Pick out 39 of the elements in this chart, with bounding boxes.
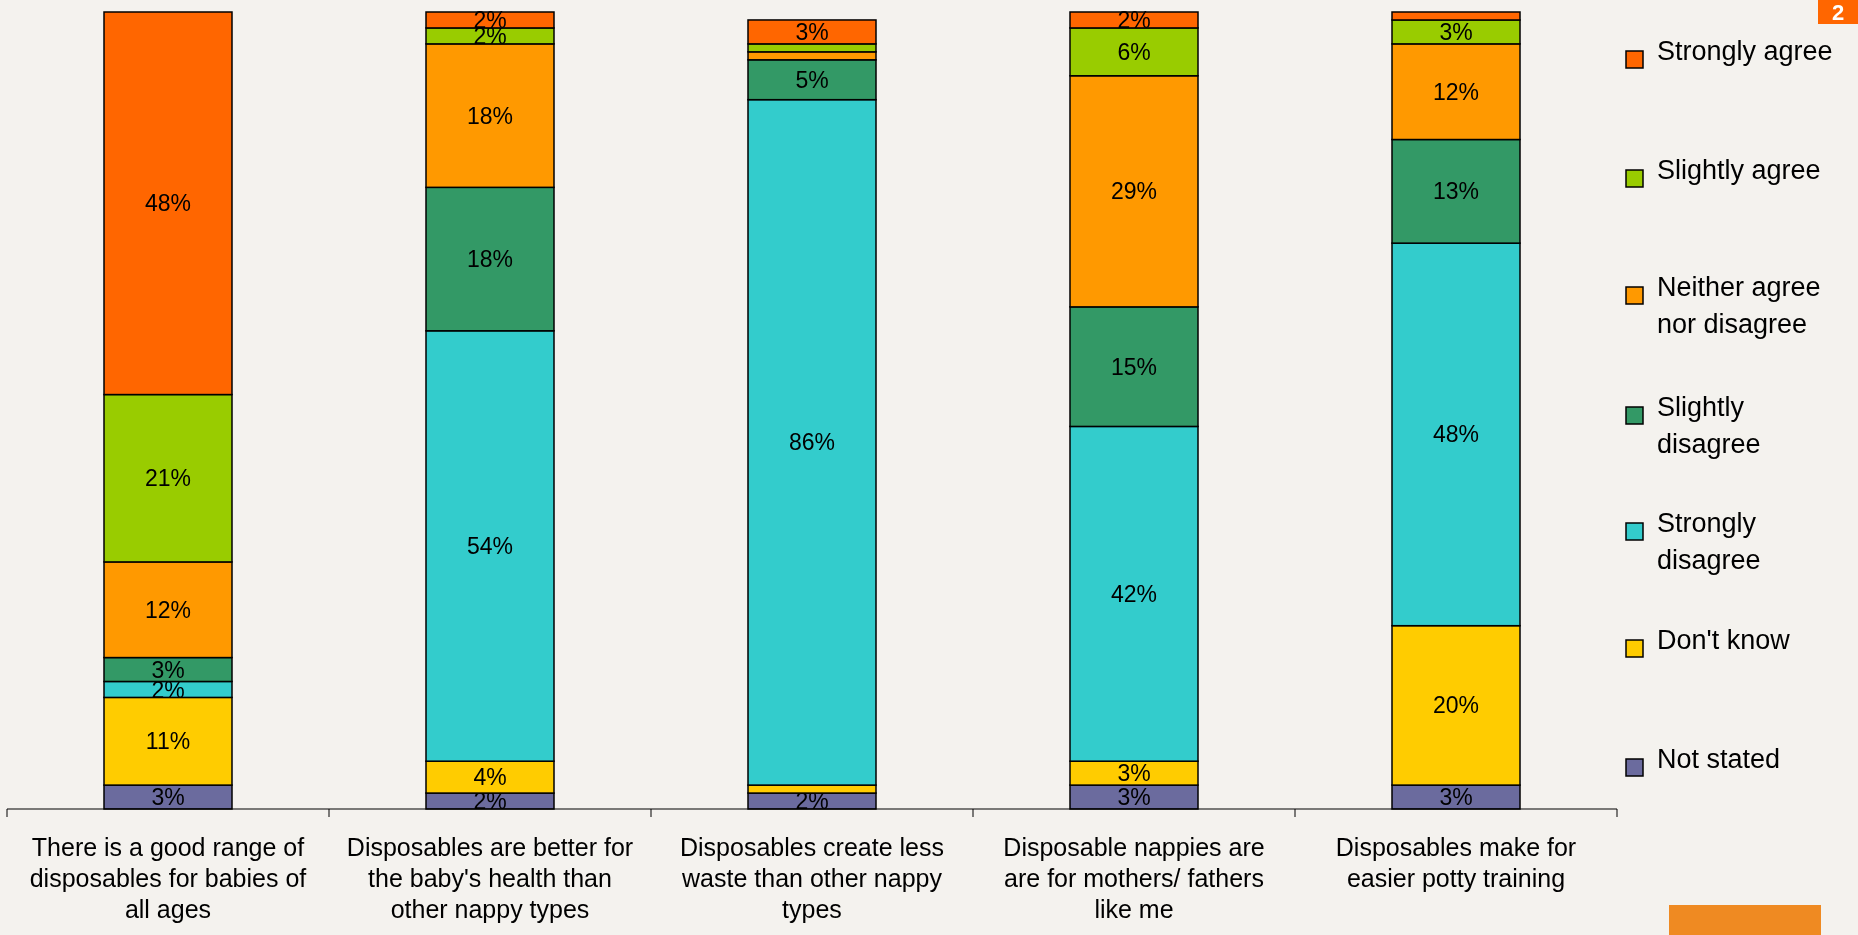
data-label: 21% — [144, 465, 192, 492]
data-label: 3% — [1439, 18, 1473, 45]
data-label: 42% — [1110, 580, 1158, 607]
data-label: 15% — [1110, 353, 1158, 380]
data-label: 13% — [1432, 178, 1480, 205]
data-label: 3% — [1117, 760, 1151, 787]
legend-label: Don't know — [1657, 625, 1791, 655]
data-label: 20% — [1432, 692, 1480, 719]
data-label: 11% — [145, 728, 191, 755]
data-label: 3% — [151, 656, 185, 683]
legend-label: Neither agree nor disagree — [1657, 272, 1821, 339]
data-label: 12% — [144, 596, 192, 623]
data-label: 2% — [1117, 7, 1151, 34]
data-label: 48% — [144, 190, 192, 217]
x-tick-label: Disposable nappies are are for mothers/ fathers like me — [1003, 833, 1265, 923]
legend-label: Slightly disagree — [1657, 392, 1761, 459]
text: 2 — [1831, 0, 1845, 25]
data-label: 12% — [1432, 78, 1480, 105]
legend-label: Slightly agree — [1657, 155, 1821, 185]
data-label: 6% — [1117, 38, 1151, 65]
x-tick-label: Disposables create less waste than other nappy types — [679, 833, 945, 923]
data-label: 3% — [1439, 784, 1473, 811]
x-tick-label: There is a good range of disposables for babies of all ages — [29, 833, 307, 923]
data-label: 86% — [788, 429, 836, 456]
legend-label: Strongly disagree — [1657, 508, 1761, 575]
data-label: 4% — [473, 764, 507, 791]
legend-label: Not stated — [1657, 744, 1781, 774]
data-label: 3% — [795, 18, 829, 45]
data-label: 54% — [466, 533, 514, 560]
data-label: 3% — [1117, 784, 1151, 811]
x-tick-label: Disposables are better for the baby's health than other nappy types — [346, 833, 634, 923]
data-label: 3% — [151, 784, 185, 811]
data-label: 48% — [1432, 421, 1480, 448]
x-tick-label: Disposables make for easier potty training — [1335, 833, 1577, 892]
data-label: 18% — [466, 246, 514, 273]
legend-label: Strongly agree — [1657, 36, 1833, 66]
data-label: 29% — [1110, 178, 1158, 205]
data-label: 5% — [795, 66, 829, 93]
data-label: 18% — [466, 102, 514, 129]
